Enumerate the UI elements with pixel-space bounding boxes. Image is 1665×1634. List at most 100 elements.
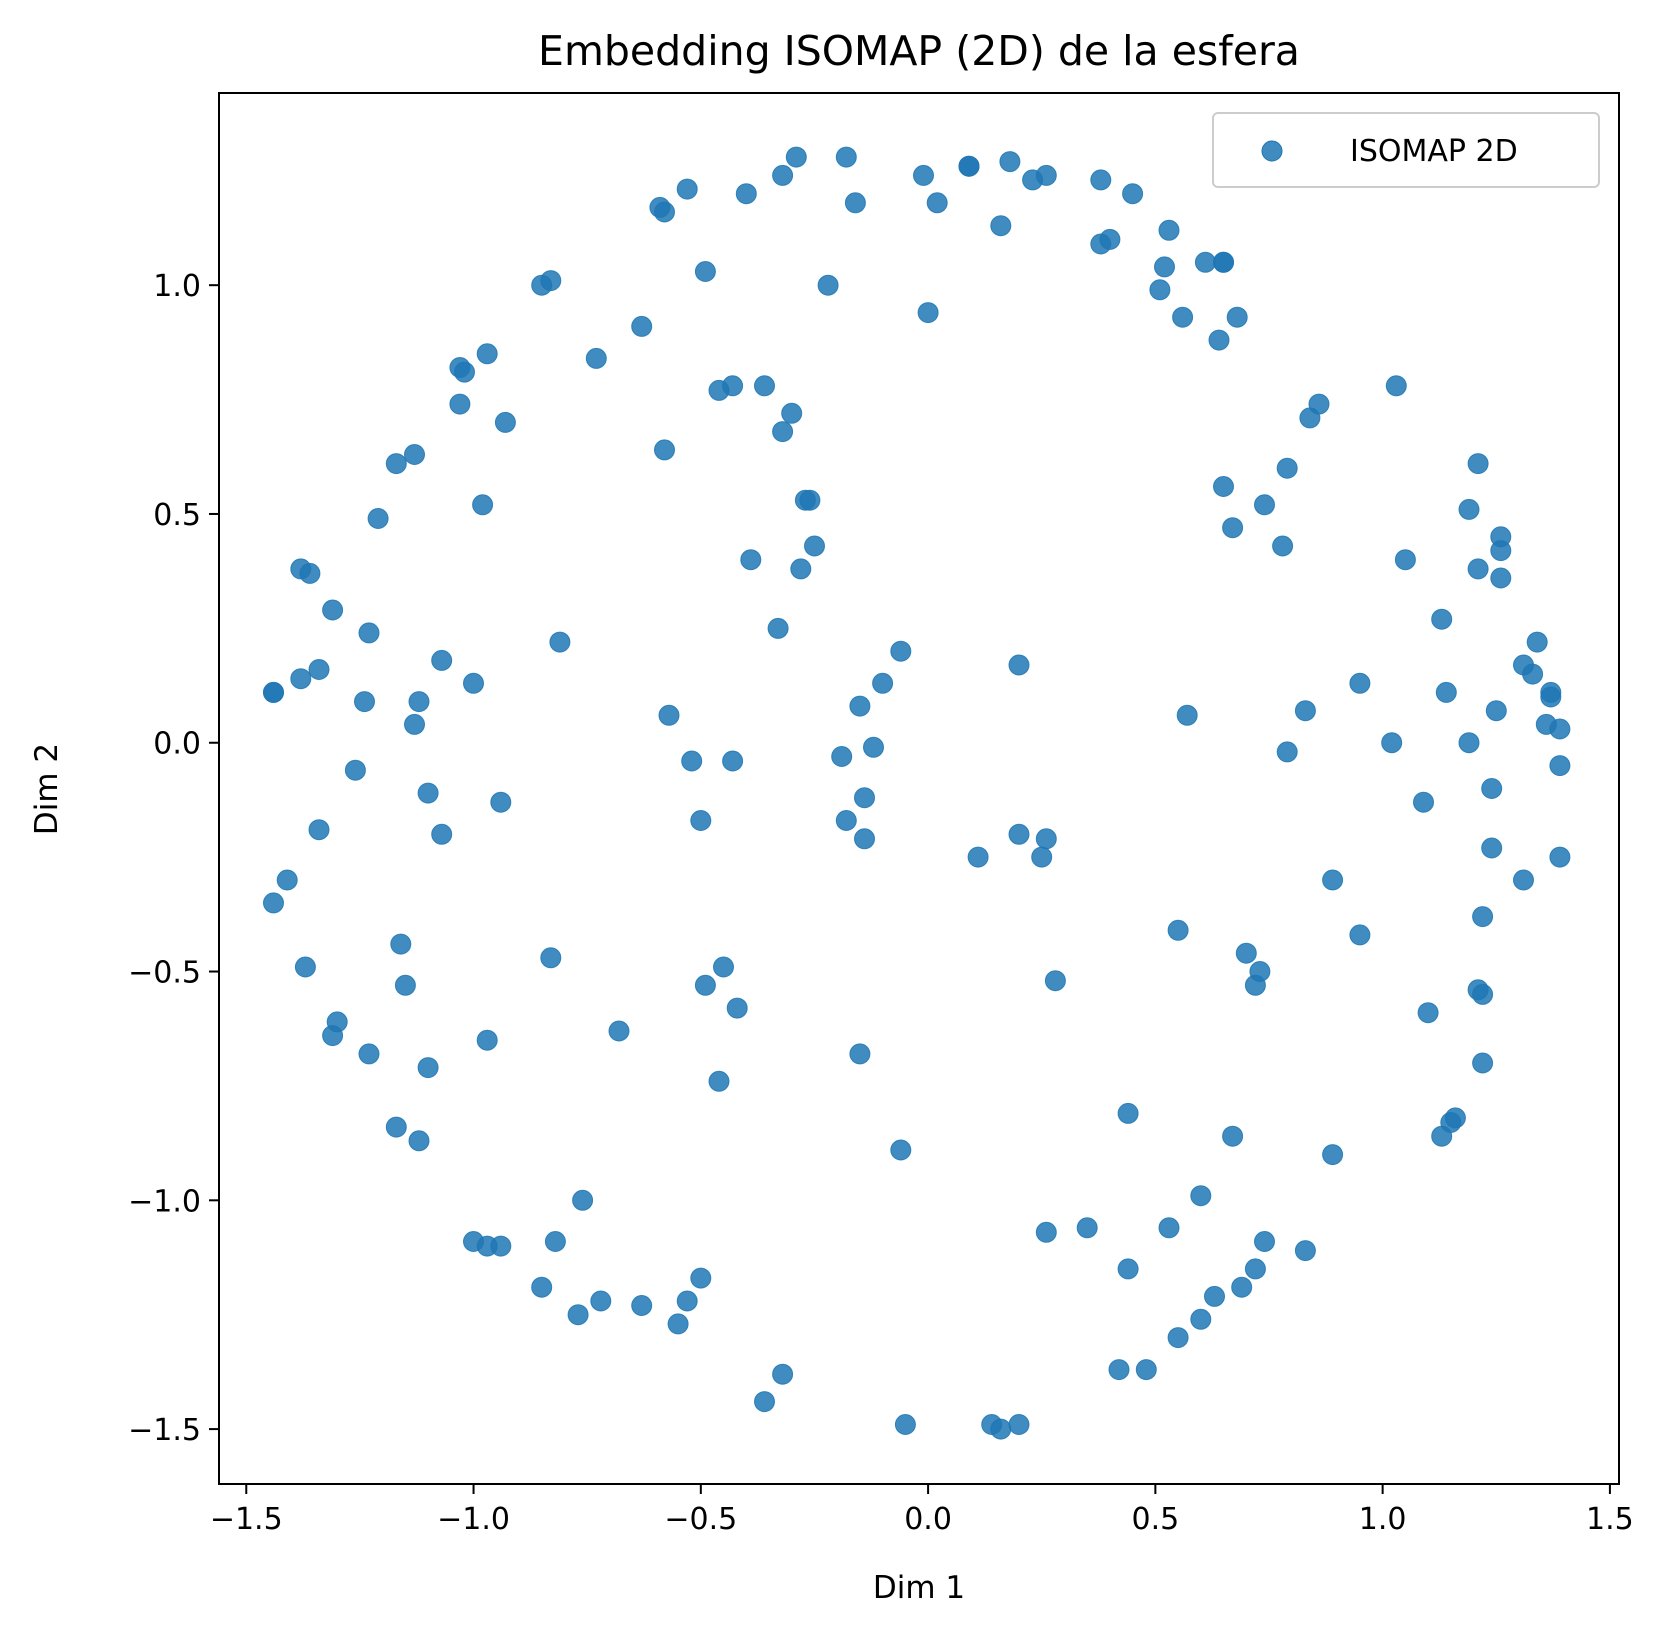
data-point xyxy=(404,713,425,735)
data-point xyxy=(1231,1276,1253,1298)
data-point xyxy=(263,681,284,703)
data-point xyxy=(917,302,939,324)
x-tick-label: −1.5 xyxy=(210,1502,283,1537)
data-point xyxy=(872,672,894,694)
data-point xyxy=(290,668,312,690)
data-point xyxy=(1031,846,1053,868)
data-point xyxy=(1472,906,1494,928)
data-point xyxy=(344,759,366,781)
data-point xyxy=(1299,407,1321,429)
data-point xyxy=(1122,183,1144,205)
data-point xyxy=(308,819,330,841)
data-point xyxy=(1172,306,1194,328)
data-point xyxy=(654,439,675,461)
data-point xyxy=(681,750,703,772)
x-tick-label: −1.0 xyxy=(437,1502,510,1537)
data-point xyxy=(676,1290,698,1312)
data-point xyxy=(1008,1414,1030,1435)
data-point xyxy=(1076,1217,1098,1239)
plot-area-frame xyxy=(218,92,1620,1485)
data-point xyxy=(544,1231,566,1252)
data-point xyxy=(1385,375,1407,397)
data-point xyxy=(1549,846,1571,868)
data-point xyxy=(799,489,821,511)
data-point xyxy=(1222,1125,1244,1147)
data-point xyxy=(1481,837,1503,859)
data-point xyxy=(667,1313,689,1335)
data-point xyxy=(785,146,807,168)
x-tick-label: 1.5 xyxy=(1586,1502,1634,1537)
y-axis-label: Dim 2 xyxy=(29,743,65,835)
data-point xyxy=(817,274,839,296)
data-point xyxy=(1090,169,1112,191)
data-point xyxy=(1117,1258,1139,1280)
data-point xyxy=(1526,631,1548,653)
y-tick-label: −1.0 xyxy=(128,1184,201,1219)
data-point xyxy=(1135,1359,1157,1381)
legend: ISOMAP 2D xyxy=(1212,112,1600,188)
data-point xyxy=(690,1267,712,1289)
data-point xyxy=(1485,700,1507,722)
data-point xyxy=(417,782,439,804)
data-point xyxy=(990,1418,1012,1440)
data-point xyxy=(790,558,812,580)
data-point xyxy=(394,974,416,996)
data-points xyxy=(263,146,1571,1440)
data-point xyxy=(408,1130,430,1152)
data-point xyxy=(308,659,330,680)
data-point xyxy=(1167,919,1189,941)
data-point xyxy=(781,402,803,424)
data-point xyxy=(585,347,607,369)
data-point xyxy=(926,192,948,214)
data-point xyxy=(849,695,871,717)
data-point xyxy=(1549,755,1571,777)
data-point xyxy=(322,1025,344,1047)
data-point xyxy=(754,1391,775,1413)
data-point xyxy=(835,146,857,168)
data-point xyxy=(531,1276,553,1298)
data-point xyxy=(1458,498,1480,520)
y-tick-label: −1.5 xyxy=(128,1413,201,1448)
y-tick-label: 1.0 xyxy=(153,269,201,304)
x-tick-label: 0.0 xyxy=(904,1502,952,1537)
data-point xyxy=(1208,329,1230,351)
y-tick-label: −0.5 xyxy=(128,956,201,991)
data-point xyxy=(726,997,748,1019)
data-point xyxy=(1549,718,1571,740)
legend-box xyxy=(1212,112,1600,188)
data-point xyxy=(844,192,866,214)
data-point xyxy=(631,1295,653,1316)
y-tick-label: 0.5 xyxy=(153,498,201,533)
data-point xyxy=(1099,228,1121,250)
data-point xyxy=(322,599,344,621)
data-point xyxy=(1349,672,1371,694)
data-point xyxy=(1522,663,1544,685)
data-point xyxy=(894,1414,916,1435)
data-point xyxy=(358,1043,380,1065)
data-point xyxy=(572,1189,594,1211)
data-point xyxy=(1381,732,1403,754)
data-point xyxy=(1322,1144,1344,1166)
data-point xyxy=(999,151,1021,173)
data-point xyxy=(1431,1125,1453,1147)
data-point xyxy=(890,1139,912,1161)
data-point xyxy=(608,1020,630,1042)
data-point xyxy=(649,196,671,218)
data-point xyxy=(1490,540,1512,562)
data-point xyxy=(1044,970,1066,992)
data-point xyxy=(967,846,989,868)
data-point xyxy=(990,215,1012,237)
data-point xyxy=(835,810,857,831)
data-point xyxy=(590,1290,612,1312)
data-point xyxy=(1222,517,1244,539)
data-point xyxy=(1472,1052,1494,1074)
data-point xyxy=(694,974,716,996)
y-tick-label: 0.0 xyxy=(153,727,201,762)
data-point xyxy=(476,343,498,365)
data-point xyxy=(1276,457,1298,479)
data-point xyxy=(1176,704,1198,726)
data-point xyxy=(1149,279,1171,301)
data-point xyxy=(1254,494,1275,516)
